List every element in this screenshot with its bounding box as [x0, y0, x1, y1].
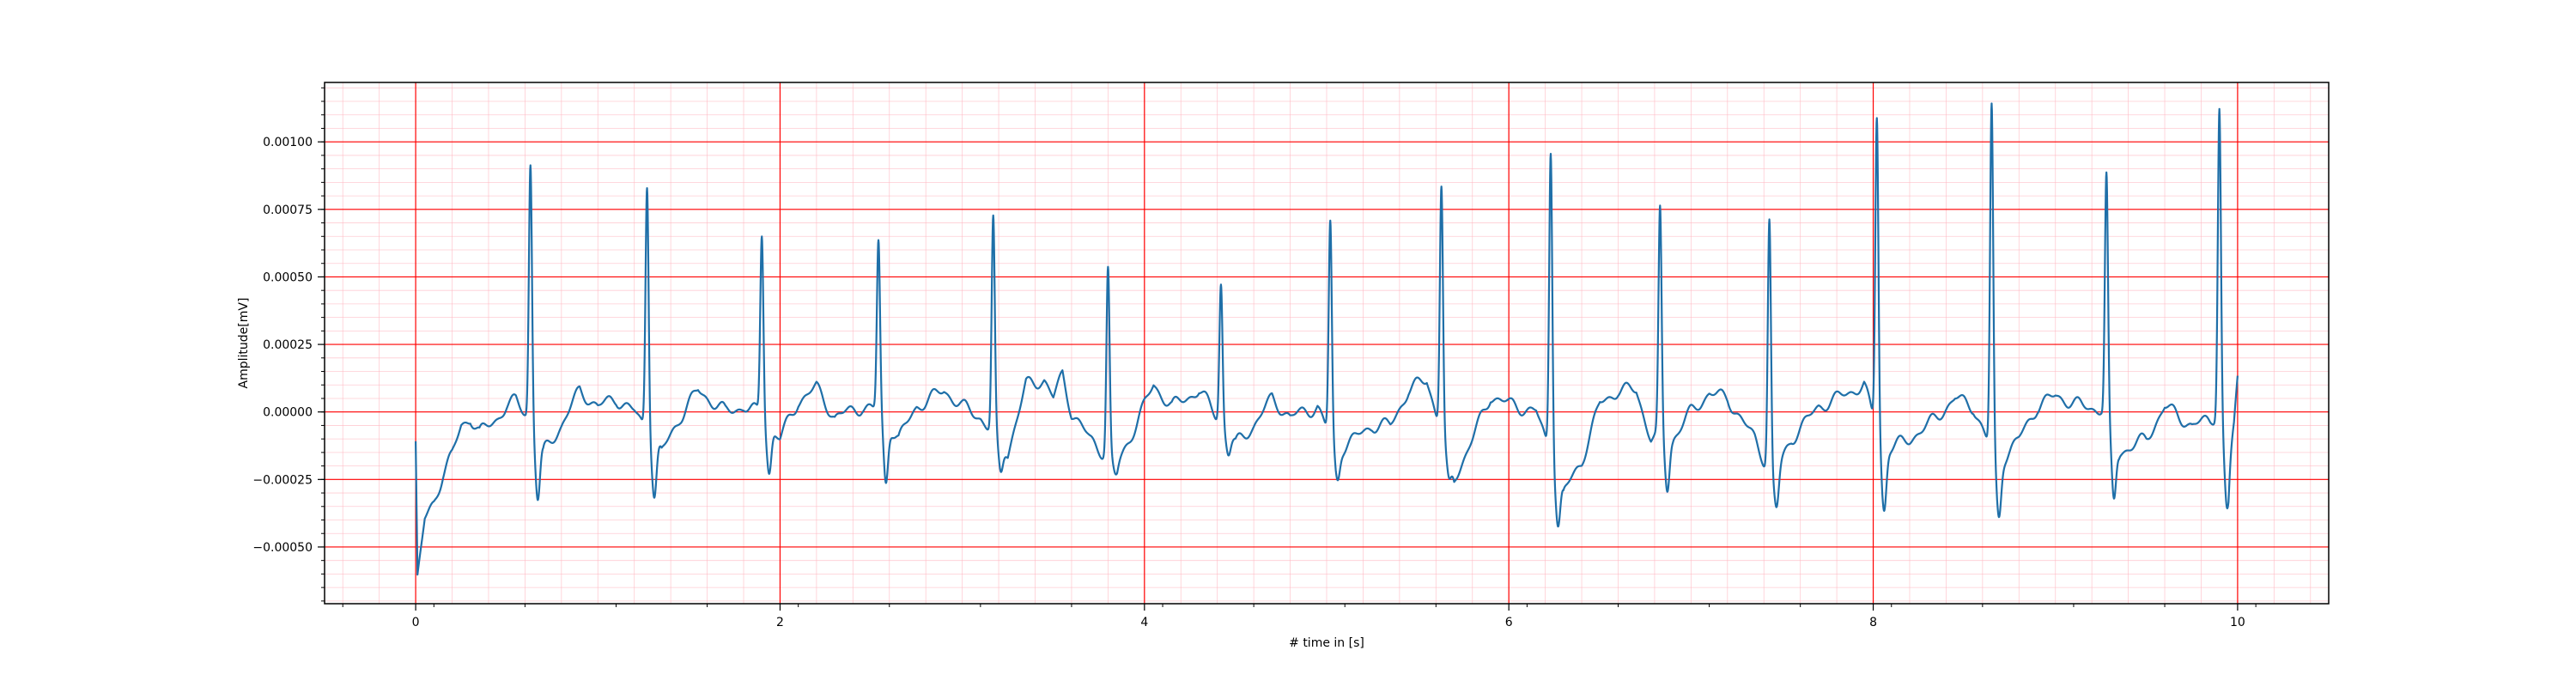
minor-grid: [325, 82, 2329, 604]
y-tick-label: −0.00050: [252, 541, 313, 555]
x-tick-label: 4: [1140, 616, 1148, 629]
y-tick-label: −0.00025: [252, 473, 313, 487]
s-trough-point: [884, 479, 889, 484]
series-layer: [414, 102, 2239, 576]
ecg-trace-line: [414, 102, 2239, 576]
y-axis-ticks: −0.00050 −0.00025 0.00000 0.00025 0.00050 0.0…: [252, 87, 325, 602]
x-tick-label: 8: [1869, 616, 1877, 629]
r-peak-point: [1874, 112, 1880, 118]
y-tick-label: 0.00100: [263, 136, 313, 149]
r-peak-point: [1105, 266, 1110, 271]
y-tick-label: 0.00025: [263, 338, 313, 352]
s-trough-point: [1335, 477, 1340, 482]
s-trough-point: [1996, 514, 2002, 520]
s-trough-point: [1225, 450, 1230, 455]
x-tick-label: 2: [776, 616, 784, 629]
r-peak-point: [991, 217, 996, 222]
y-axis-label: Amplitude[mV]: [237, 298, 251, 389]
r-peak-point: [528, 161, 533, 166]
r-peak-point: [1218, 280, 1224, 285]
s-trough-point: [2111, 498, 2117, 503]
y-tick-label: 0.00000: [263, 406, 313, 420]
r-peak-point: [759, 231, 764, 236]
r-peak-point: [2104, 174, 2109, 179]
x-tick-label: 0: [412, 616, 420, 629]
s-trough-point: [1665, 485, 1670, 490]
s-trough-point: [1555, 523, 1560, 528]
s-trough-point: [2224, 507, 2229, 512]
s-trough-point: [1881, 507, 1886, 512]
r-peak-point: [2217, 104, 2222, 109]
x-tick-label: 10: [2230, 616, 2245, 629]
r-peak-point: [876, 240, 881, 245]
x-tick-label: 6: [1505, 616, 1513, 629]
r-peak-point: [1989, 104, 1994, 109]
s-trough-point: [767, 469, 772, 474]
s-trough-point: [652, 493, 657, 498]
r-peak-point: [1767, 217, 1772, 222]
r-peak-point: [1327, 221, 1333, 226]
r-peak-point: [645, 179, 650, 185]
y-tick-label: 0.00050: [263, 271, 313, 284]
x-axis-label: # time in [s]: [1289, 636, 1364, 650]
s-trough-point: [1113, 474, 1118, 479]
y-tick-label: 0.00075: [263, 204, 313, 217]
plot-frame: [324, 82, 2330, 605]
r-peak-point: [1548, 144, 1553, 149]
s-trough-point: [1446, 483, 1451, 488]
s-trough-point: [998, 471, 1003, 477]
x-axis-ticks: 0 2 4 6 8 10: [342, 604, 2257, 629]
s-trough-point: [535, 495, 540, 501]
r-peak-point: [1657, 210, 1662, 215]
s-trough-point: [1774, 507, 1779, 512]
r-peak-point: [1439, 183, 1444, 188]
